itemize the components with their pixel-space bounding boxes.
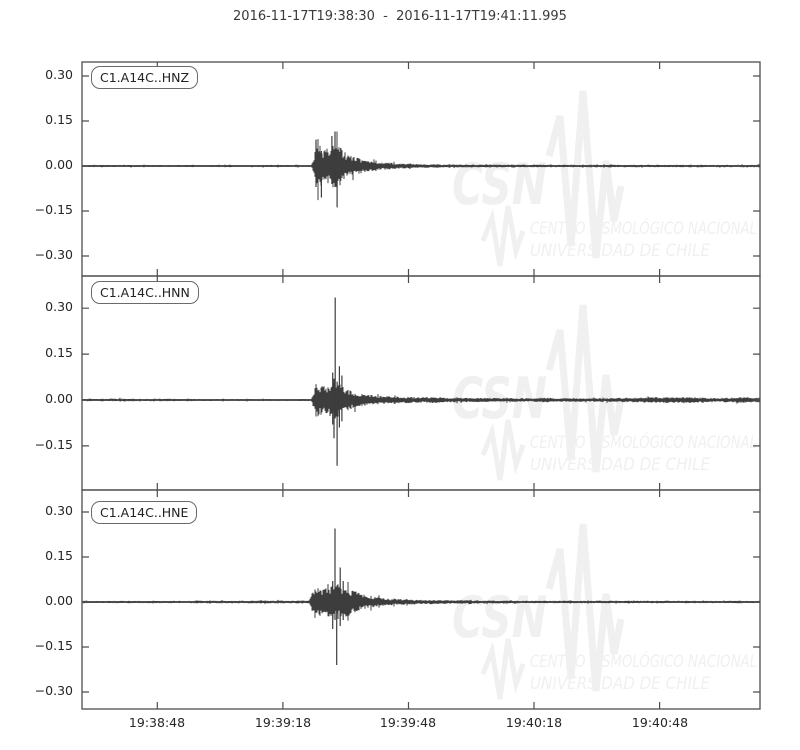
- waveform-spikes-C1.A14C..HNE: [332, 528, 344, 665]
- y-tick-label: −0.15: [34, 437, 73, 452]
- y-tick-label: −0.30: [34, 683, 73, 698]
- csn-logo-text: CSN: [452, 585, 547, 651]
- waveform-spikes-C1.A14C..HNZ: [315, 131, 342, 208]
- x-tick-label: 19:40:18: [505, 715, 563, 730]
- watermark-line1: CENTRO SISMOLÓGICO NACIONAL: [530, 431, 757, 453]
- y-tick-label: 0.15: [45, 112, 73, 127]
- x-tick-label: 19:39:48: [379, 715, 437, 730]
- axis-ticks: [82, 490, 760, 709]
- watermark-waveform-small-icon: [480, 205, 526, 267]
- watermark-waveform-icon: [545, 304, 625, 473]
- y-tick-label: 0.30: [45, 67, 73, 82]
- y-tick-label: 0.30: [45, 503, 73, 518]
- trace-label-hnn: C1.A14C..HNN: [91, 281, 199, 304]
- watermark-waveform-small-icon: [480, 419, 526, 481]
- watermark-line1: CENTRO SISMOLÓGICO NACIONAL: [530, 217, 757, 239]
- trace-label-hne: C1.A14C..HNE: [91, 501, 198, 524]
- watermark-line2: UNIVERSIDAD DE CHILE: [530, 241, 710, 261]
- y-tick-label: 0.15: [45, 345, 73, 360]
- x-tick-label: 19:38:48: [128, 715, 186, 730]
- x-tick-label: 19:39:18: [254, 715, 312, 730]
- watermark-waveform-small-icon: [480, 638, 526, 700]
- watermark-line2: UNIVERSIDAD DE CHILE: [530, 455, 710, 475]
- figure-title: 2016-11-17T19:38:30 - 2016-11-17T19:41:1…: [233, 9, 567, 24]
- axis-ticks: [82, 276, 760, 490]
- waveform-C1.A14C..HNN: [82, 381, 760, 417]
- y-tick-label: 0.00: [45, 157, 73, 172]
- y-tick-label: −0.30: [34, 247, 73, 262]
- watermark-line1: CENTRO SISMOLÓGICO NACIONAL: [530, 650, 757, 672]
- watermark-line2: UNIVERSIDAD DE CHILE: [530, 674, 710, 694]
- y-tick-label: −0.15: [34, 638, 73, 653]
- waveform-spikes-C1.A14C..HNN: [332, 297, 343, 466]
- watermark-waveform-icon: [545, 90, 625, 259]
- waveform-C1.A14C..HNE: [82, 581, 760, 621]
- watermark-waveform-icon: [545, 523, 625, 692]
- y-tick-label: −0.15: [34, 202, 73, 217]
- y-tick-label: 0.30: [45, 299, 73, 314]
- csn-logo-text: CSN: [452, 152, 547, 218]
- x-tick-label: 19:40:48: [631, 715, 689, 730]
- y-tick-label: 0.00: [45, 593, 73, 608]
- trace-label-hnz: C1.A14C..HNZ: [91, 66, 199, 89]
- y-tick-label: 0.00: [45, 391, 73, 406]
- waveform-C1.A14C..HNZ: [82, 131, 760, 201]
- y-tick-label: 0.15: [45, 548, 73, 563]
- axes-frame: [81, 489, 761, 710]
- axis-ticks: [82, 62, 760, 276]
